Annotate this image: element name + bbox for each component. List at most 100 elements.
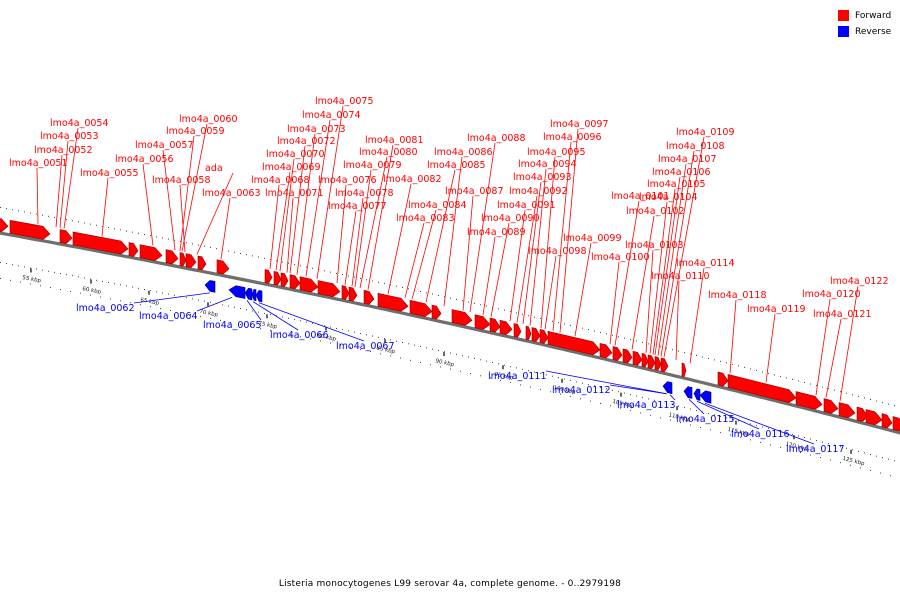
track-dot <box>468 301 469 303</box>
track-dot <box>204 300 205 302</box>
track-dot <box>72 275 73 277</box>
tick-label: 110 kbp <box>668 412 692 423</box>
forward-leader-line <box>351 197 364 287</box>
track-dot <box>816 385 817 387</box>
track-dot <box>444 296 445 298</box>
forward-gene-arrow <box>641 353 649 368</box>
track-dot <box>558 377 559 379</box>
track-dot <box>234 306 235 308</box>
forward-leader-line <box>387 183 412 295</box>
reverse-gene-label: lmo4a_0066 <box>270 330 329 341</box>
track-dot <box>408 288 409 290</box>
forward-gene-arrow <box>197 255 207 271</box>
forward-gene-label: lmo4a_0078 <box>335 188 394 199</box>
forward-gene-arrow <box>179 252 187 267</box>
track-dot <box>636 395 637 397</box>
track-dot <box>840 446 841 448</box>
legend-reverse-label: Reverse <box>855 26 892 37</box>
track-dot <box>480 359 481 361</box>
track-dot <box>36 268 37 270</box>
track-dot <box>312 322 313 324</box>
forward-gene-arrow <box>72 231 129 255</box>
tick-label: 80 kbp <box>317 333 337 343</box>
forward-leader-line <box>552 141 572 331</box>
track-dot <box>102 225 103 227</box>
track-dot <box>440 366 441 368</box>
track-dot <box>186 297 187 299</box>
track-dot <box>576 381 577 383</box>
track-dot <box>462 300 463 302</box>
forward-leader-line <box>574 242 592 337</box>
track-dot <box>660 401 661 403</box>
track-dot <box>280 332 281 334</box>
track-dot <box>660 346 661 348</box>
forward-gene-label: lmo4a_0114 <box>676 258 735 269</box>
track-dot <box>366 334 367 336</box>
track-dot <box>610 405 611 407</box>
forward-gene-label: lmo4a_0077 <box>328 201 387 212</box>
track-dot <box>642 396 643 398</box>
forward-gene-label: lmo4a_0081 <box>365 135 424 146</box>
track-dot <box>438 349 439 351</box>
track-dot <box>330 342 331 344</box>
track-dot <box>830 459 831 461</box>
forward-gene-label: lmo4a_0098 <box>528 246 587 257</box>
track-dot <box>426 347 427 349</box>
forward-leader-line <box>609 261 620 345</box>
forward-gene-label: lmo4a_0054 <box>50 118 109 129</box>
reverse-gene-arrow <box>204 280 216 293</box>
track-dot <box>500 379 501 381</box>
track-dot <box>720 360 721 362</box>
forward-leader-line <box>469 142 496 313</box>
forward-gene-arrow <box>348 286 358 302</box>
track-dot <box>714 414 715 416</box>
track-dot <box>240 253 241 254</box>
track-dot <box>132 286 133 288</box>
genome-caption: Listeria monocytogenes L99 serovar 4a, c… <box>278 579 622 589</box>
tick-label: 60 kbp <box>82 286 102 296</box>
forward-leader-line <box>509 209 526 322</box>
track-dot <box>180 312 181 313</box>
forward-gene-label: lmo4a_0097 <box>550 119 609 130</box>
track-dot <box>750 368 751 370</box>
track-dot <box>492 362 493 363</box>
track-dot <box>792 433 793 435</box>
forward-gene-arrow <box>317 280 341 298</box>
forward-leader-line <box>359 156 388 289</box>
forward-gene-label: lmo4a_0100 <box>591 252 650 263</box>
track-dot <box>192 298 193 300</box>
track-dot <box>18 265 19 267</box>
track-dot <box>42 269 43 271</box>
track-dot <box>588 329 589 331</box>
track-dot <box>114 228 115 230</box>
forward-leader-line <box>516 195 538 323</box>
forward-gene-label: lmo4a_0057 <box>135 140 194 151</box>
track-dot <box>450 368 451 370</box>
forward-gene-label: lmo4a_0121 <box>813 309 872 320</box>
track-dot <box>516 367 517 369</box>
scale-track-dots <box>0 278 891 477</box>
forward-gene-label: lmo4a_0076 <box>318 175 377 186</box>
track-dot <box>360 349 361 350</box>
track-dot <box>354 331 355 333</box>
track-dot <box>288 262 289 264</box>
track-dot <box>270 314 271 316</box>
track-dot <box>804 437 805 438</box>
track-dot <box>260 328 261 330</box>
forward-gene-arrow <box>264 269 273 284</box>
track-dot <box>276 315 277 317</box>
track-dot <box>462 355 463 357</box>
track-dot <box>222 304 223 306</box>
forward-leader-line <box>279 158 295 272</box>
track-dot <box>460 370 461 372</box>
track-dot <box>672 404 673 406</box>
kbp-scale: 55 kbp 60 kbp 65 kbp 70 kbp 75 kbp 80 kbp 85 k… <box>22 268 865 467</box>
forward-gene-arrow <box>681 362 687 377</box>
track-dot <box>420 362 421 363</box>
forward-gene-label: lmo4a_0096 <box>543 132 602 143</box>
forward-gene-label: lmo4a_0083 <box>396 213 455 224</box>
track-dot <box>570 379 571 381</box>
forward-leader-line <box>825 318 842 398</box>
track-dot <box>150 235 151 237</box>
track-dot <box>282 316 283 318</box>
